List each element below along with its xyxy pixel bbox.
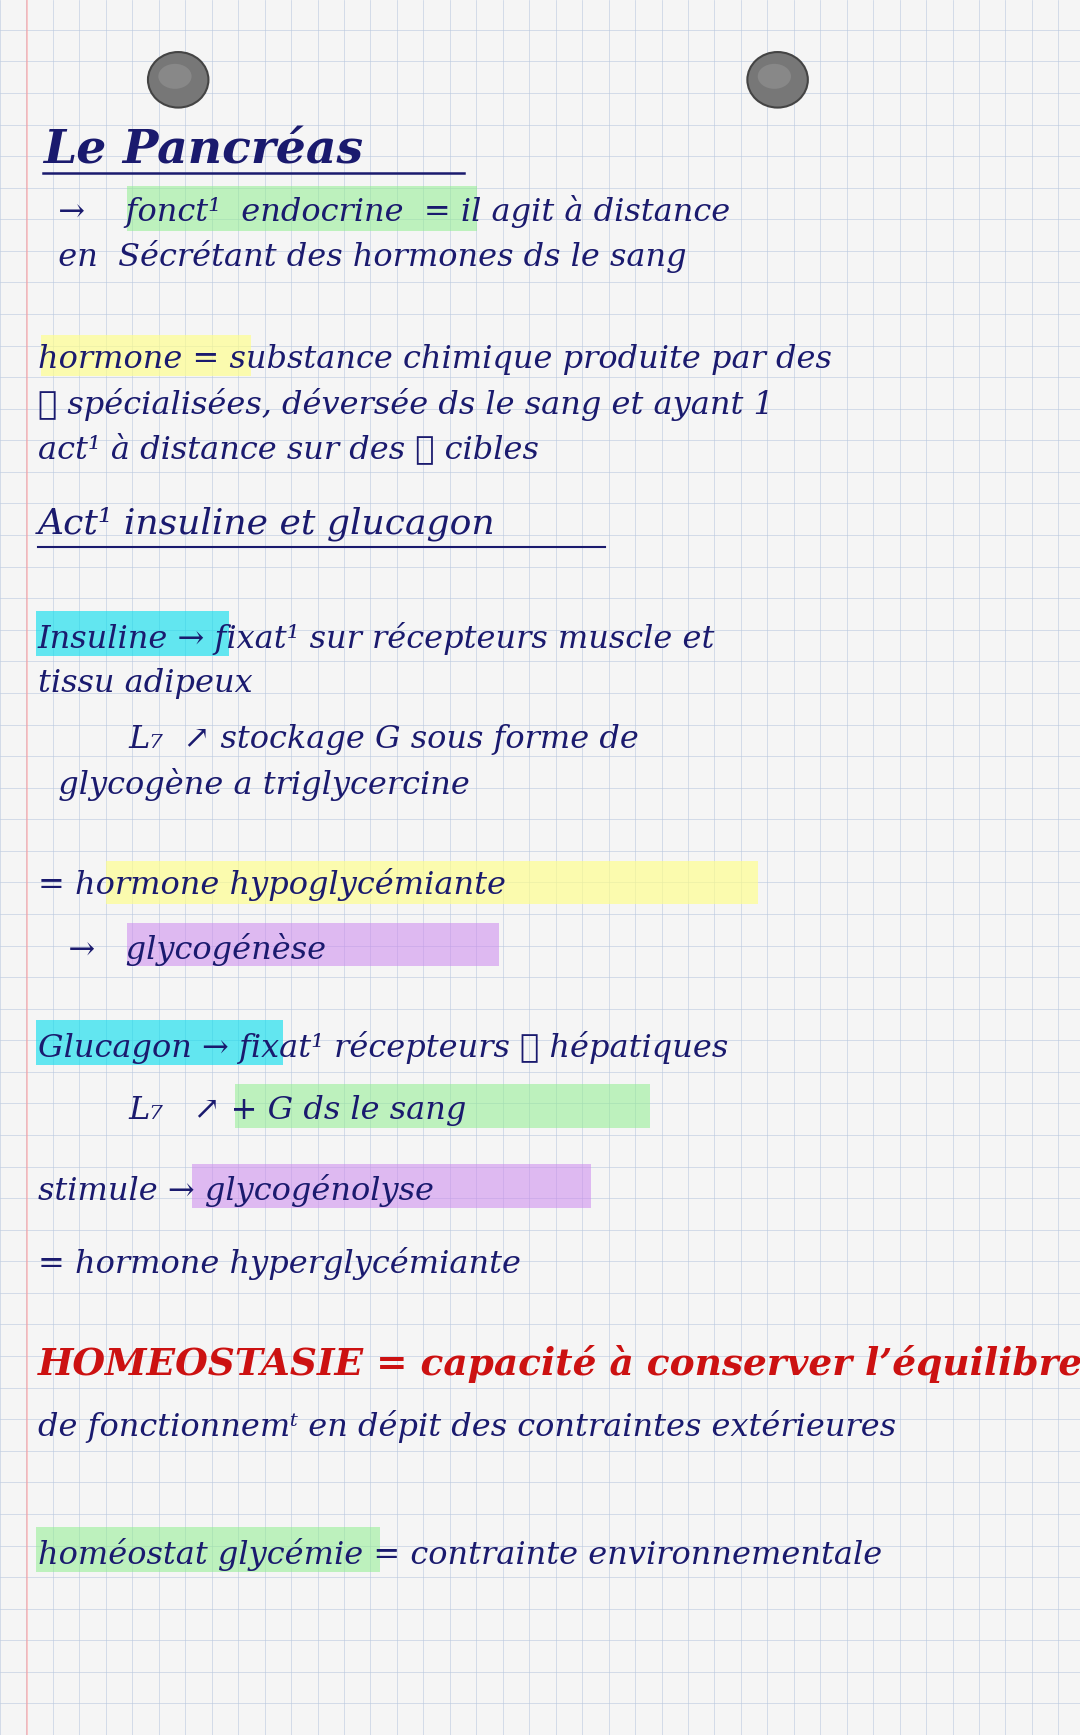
Text: HOMEOSTASIE = capacité à conserver l’équilibre: HOMEOSTASIE = capacité à conserver l’équ… [38,1345,1080,1383]
Text: de fonctionnemᵗ en dépit des contraintes extérieures: de fonctionnemᵗ en dépit des contraintes… [38,1409,896,1444]
Ellipse shape [758,64,791,88]
FancyBboxPatch shape [192,1164,591,1208]
Text: →   glycogénèse: → glycogénèse [38,932,326,966]
Text: Act¹ insuline et glucagon: Act¹ insuline et glucagon [38,507,496,541]
Text: ℓ spécialisées, déversée ds le sang et ayant 1: ℓ spécialisées, déversée ds le sang et … [38,387,773,422]
Text: stimule → glycogénolyse: stimule → glycogénolyse [38,1173,434,1208]
FancyBboxPatch shape [41,335,251,376]
Text: L₇   ↗ + G ds le sang: L₇ ↗ + G ds le sang [38,1095,467,1126]
FancyBboxPatch shape [127,186,477,231]
Text: act¹ à distance sur des ℓ cibles: act¹ à distance sur des ℓ cibles [38,434,539,465]
Text: Le Pancréas: Le Pancréas [43,128,363,174]
Ellipse shape [148,52,208,108]
Text: hormone = substance chimique produite par des: hormone = substance chimique produite pa… [38,344,832,375]
Text: = hormone hypoglycémiante: = hormone hypoglycémiante [38,868,505,902]
Text: = hormone hyperglycémiante: = hormone hyperglycémiante [38,1246,521,1280]
Text: Glucagon → fixat¹ récepteurs ℓ hépatiques: Glucagon → fixat¹ récepteurs ℓ hépatique… [38,1031,728,1065]
FancyBboxPatch shape [36,611,229,656]
FancyBboxPatch shape [36,1527,380,1572]
Ellipse shape [159,64,191,88]
Text: en  Sécrétant des hormones ds le sang: en Sécrétant des hormones ds le sang [38,239,687,274]
Text: L₇  ↗ stockage G sous forme de: L₇ ↗ stockage G sous forme de [38,723,638,755]
Text: glycogène a triglycercine: glycogène a triglycercine [38,767,470,802]
FancyBboxPatch shape [235,1084,650,1128]
Text: Insuline → fixat¹ sur récepteurs muscle et: Insuline → fixat¹ sur récepteurs muscle … [38,621,715,656]
Text: tissu adipeux: tissu adipeux [38,668,253,699]
FancyBboxPatch shape [36,1020,283,1065]
Text: →    fonct¹  endocrine  = il agit à distance: → fonct¹ endocrine = il agit à distance [38,194,730,229]
FancyBboxPatch shape [106,861,758,904]
FancyBboxPatch shape [127,923,499,966]
Ellipse shape [747,52,808,108]
Text: homéostat glycémie = contrainte environnementale: homéostat glycémie = contrainte environn… [38,1537,882,1572]
